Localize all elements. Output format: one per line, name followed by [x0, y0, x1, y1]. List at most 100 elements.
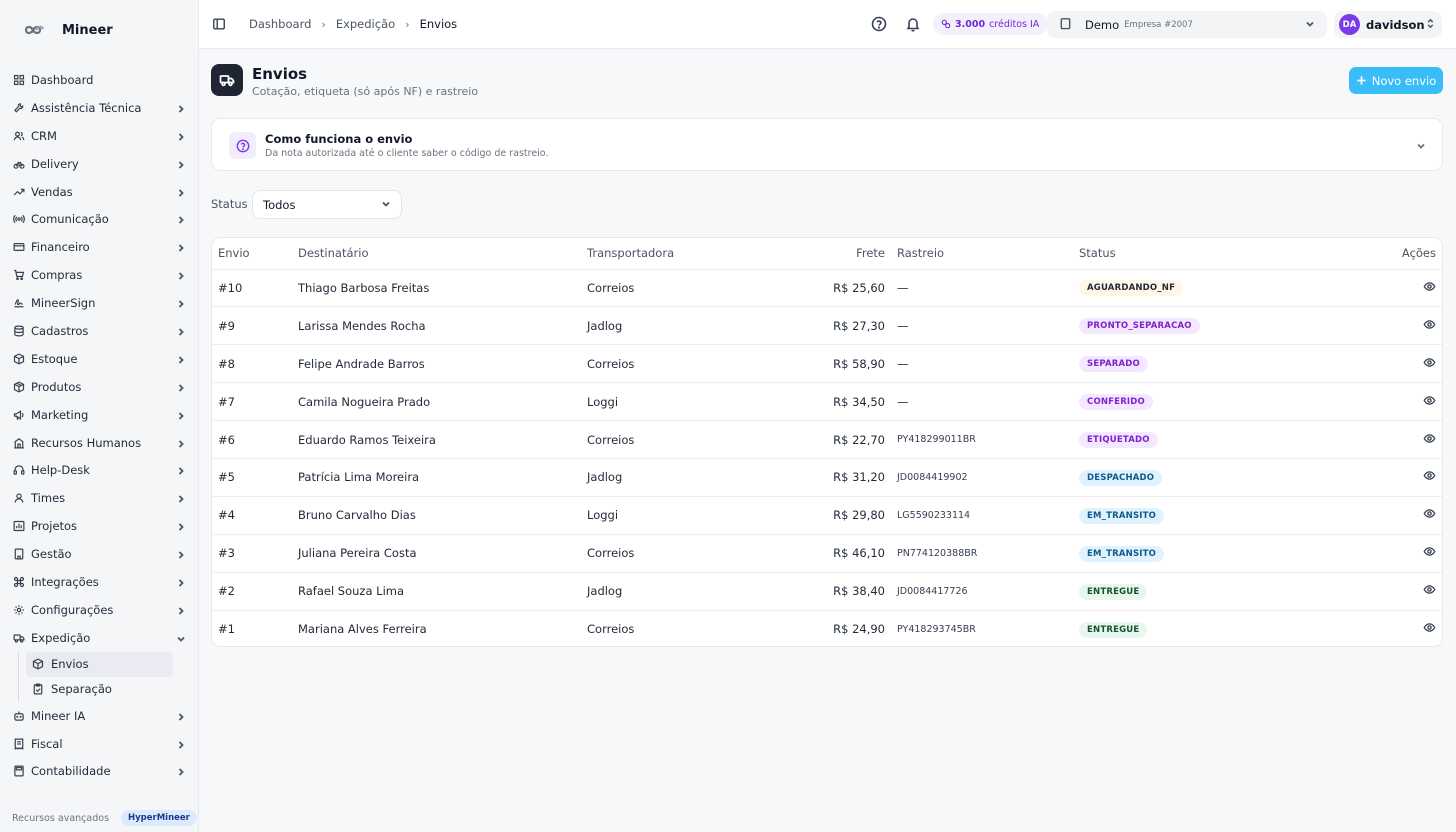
sidebar-item-label: Projetos	[31, 519, 78, 534]
company-selector[interactable]: Demo Empresa #2007	[1047, 11, 1327, 38]
sidebar-item-delivery[interactable]: Delivery	[0, 150, 199, 178]
sidebar-item-label: Vendas	[31, 184, 73, 199]
eye-icon[interactable]	[1423, 585, 1436, 599]
sidebar-item-dashboard[interactable]: Dashboard	[0, 66, 199, 94]
eye-icon[interactable]	[1423, 623, 1436, 637]
eye-icon[interactable]	[1423, 357, 1436, 372]
sidebar-item-comunicacao[interactable]: Comunicação	[0, 205, 199, 233]
eye-icon[interactable]	[1423, 433, 1436, 448]
credits-amount: 3.000	[955, 18, 986, 30]
help-icon[interactable]	[871, 16, 887, 32]
table-row[interactable]: #3 Juliana Pereira Costa Correios R$ 46,10 P…	[212, 534, 1442, 573]
chevron-right-icon	[176, 711, 186, 721]
hypermineer-badge[interactable]: HyperMineer	[121, 810, 197, 826]
advanced-features-label: Recursos avançados	[12, 812, 110, 824]
cell-envio: #5	[212, 458, 298, 497]
sidebar-item-help-desk[interactable]: Help-Desk	[0, 456, 199, 484]
cell-status: ETIQUETADO	[1079, 420, 1359, 459]
app-logo[interactable]: Mineer	[24, 20, 113, 40]
eye-icon[interactable]	[1423, 282, 1436, 296]
card-icon	[12, 240, 26, 254]
sidebar-item-cadastros[interactable]: Cadastros	[0, 317, 199, 345]
sidebar-item-expedicao[interactable]: Expedição	[0, 624, 199, 652]
sidebar-item-contabilidade[interactable]: Contabilidade	[0, 757, 199, 785]
table-row[interactable]: #7 Camila Nogueira Prado Loggi R$ 34,50— CON…	[212, 382, 1442, 422]
shipments-table: Envio Destinatário Transportadora Frete …	[211, 237, 1443, 647]
company-name: Demo	[1085, 17, 1120, 32]
chevron-down-icon	[381, 198, 391, 212]
sidebar-item-label: Contabilidade	[31, 764, 111, 779]
cell-envio: #9	[212, 306, 298, 346]
sidebar-item-crm[interactable]: CRM	[0, 122, 199, 150]
sidebar-item-fiscal[interactable]: Fiscal	[0, 730, 199, 758]
sidebar-item-label: Produtos	[31, 379, 82, 394]
cell-rastreio: —	[897, 306, 1079, 346]
sidebar-item-marketing[interactable]: Marketing	[0, 401, 199, 429]
cell-transportadora: Correios	[587, 622, 635, 637]
sidebar-item-mineer-ia[interactable]: Mineer IA	[0, 702, 199, 730]
sidebar-subitem-separacao[interactable]: Separação	[26, 677, 173, 702]
cell-rastreio: PY418299011BR	[897, 420, 1079, 459]
sidebar-item-assistencia-tecnica[interactable]: Assistência Técnica	[0, 94, 199, 122]
cell-envio: #7	[212, 382, 298, 422]
cell-rastreio: PN774120388BR	[897, 534, 1079, 573]
eye-icon[interactable]	[1423, 509, 1436, 523]
sidebar-item-label: Compras	[31, 268, 83, 283]
sidebar-item-label: Financeiro	[31, 240, 90, 255]
cell-frete: R$ 31,20	[777, 458, 897, 497]
sidebar-item-recursos-humanos[interactable]: Recursos Humanos	[0, 429, 199, 457]
cell-destinatario: Camila Nogueira Prado	[298, 382, 587, 422]
status-filter-select[interactable]: Todos	[252, 190, 402, 219]
sidebar-item-integracoes[interactable]: Integrações	[0, 568, 199, 596]
sidebar-item-times[interactable]: Times	[0, 484, 199, 512]
sidebar-item-mineersign[interactable]: MineerSign	[0, 289, 199, 317]
sidebar-item-configuracoes[interactable]: Configurações	[0, 596, 199, 624]
table-row[interactable]: #2 Rafael Souza Lima Jadlog R$ 38,40 JD00844…	[212, 572, 1442, 611]
breadcrumb-dashboard[interactable]: Dashboard	[249, 17, 312, 31]
eye-icon[interactable]	[1423, 320, 1436, 334]
table-row[interactable]: #6 Eduardo Ramos Teixeira Correios R$ 22,70…	[212, 420, 1442, 459]
sidebar-item-projetos[interactable]: Projetos	[0, 512, 199, 540]
cell-envio: #6	[212, 420, 298, 459]
cell-frete: R$ 34,50	[777, 382, 897, 422]
eye-icon[interactable]	[1423, 395, 1436, 410]
breadcrumb-expedicao[interactable]: Expedição	[335, 17, 396, 31]
table-row[interactable]: #5 Patrícia Lima Moreira Jadlog R$ 31,20 JD0…	[212, 458, 1442, 497]
cell-envio: #10	[212, 269, 298, 308]
table-row[interactable]: #10 Thiago Barbosa Freitas Correios R$ 25,6…	[212, 269, 1442, 308]
table-row[interactable]: #4 Bruno Carvalho Dias Loggi R$ 29,80 LG5590…	[212, 496, 1442, 535]
cell-acoes	[1359, 344, 1442, 384]
eye-icon[interactable]	[1423, 547, 1436, 561]
new-shipment-button[interactable]: Novo envio	[1349, 67, 1443, 94]
chevron-right-icon	[176, 242, 186, 252]
how-it-works-panel[interactable]: Como funciona o envio Da nota autorizada…	[211, 118, 1443, 171]
table-row[interactable]: #1 Mariana Alves Ferreira Correios R$ 24,90…	[212, 610, 1442, 646]
sidebar-item-financeiro[interactable]: Financeiro	[0, 233, 199, 261]
sidebar-item-estoque[interactable]: Estoque	[0, 345, 199, 373]
box-icon	[12, 352, 26, 366]
expedicao-submenu: Envios Separação	[0, 651, 199, 702]
dashboard-icon	[12, 73, 26, 87]
user-menu[interactable]: DA davidson	[1334, 11, 1442, 38]
eye-icon[interactable]	[1423, 471, 1436, 485]
sidebar-subitem-envios[interactable]: Envios	[26, 651, 173, 677]
sidebar-item-vendas[interactable]: Vendas	[0, 178, 199, 206]
bell-icon[interactable]	[905, 16, 921, 32]
sidebar-item-produtos[interactable]: Produtos	[0, 373, 199, 401]
ai-credits-badge[interactable]: 3.000 créditos IA	[933, 13, 1049, 35]
sidebar-item-compras[interactable]: Compras	[0, 261, 199, 289]
sidebar-item-gestao[interactable]: Gestão	[0, 540, 199, 568]
avatar: DA	[1339, 14, 1360, 35]
table-row[interactable]: #8 Felipe Andrade Barros Correios R$ 58,90—…	[212, 344, 1442, 384]
status-badge: ETIQUETADO	[1079, 432, 1158, 448]
sidebar-item-label: Configurações	[31, 602, 114, 617]
status-badge: EM_TRANSITO	[1079, 545, 1165, 562]
cell-destinatario: Patrícia Lima Moreira	[298, 458, 587, 497]
sidebar-item-label: Delivery	[31, 156, 79, 171]
sidebar-toggle-icon[interactable]	[212, 17, 226, 31]
chevron-down-icon[interactable]	[1416, 140, 1426, 154]
cell-frete: R$ 58,90	[777, 344, 897, 384]
cell-frete: R$ 22,70	[777, 420, 897, 459]
table-row[interactable]: #9 Larissa Mendes Rocha Jadlog R$ 27,30— PRO…	[212, 306, 1442, 346]
sidebar-item-label: Gestão	[31, 547, 72, 562]
